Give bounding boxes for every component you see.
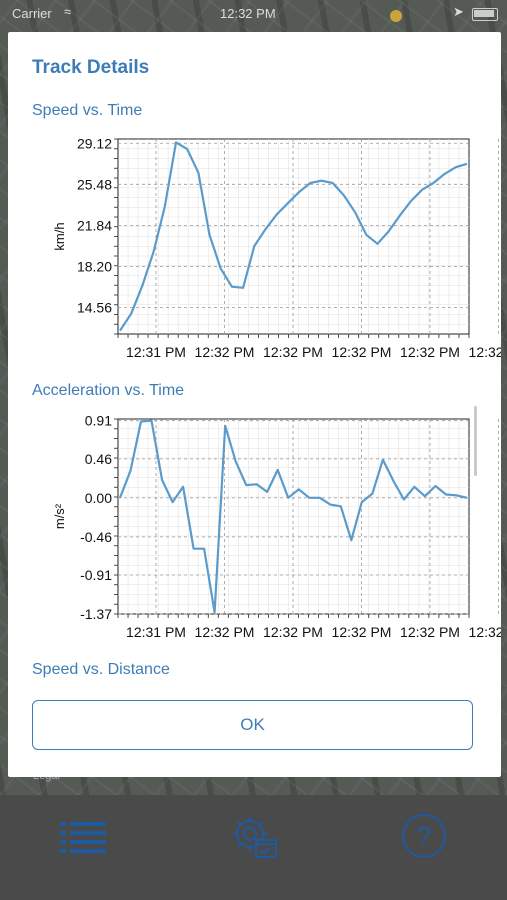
location-arrow-icon: ➤ (453, 4, 464, 19)
speed-distance-section-title: Speed vs. Distance (32, 661, 170, 678)
y-tick-label: 18.20 (77, 258, 112, 274)
list-icon[interactable] (57, 812, 111, 862)
x-tick-label: 12:32 PM (263, 624, 323, 640)
series-line (118, 419, 468, 614)
y-tick-label: 0.00 (85, 490, 112, 506)
location-dot-icon (390, 10, 402, 22)
grid (118, 419, 499, 615)
y-axis-label: km/h (52, 222, 67, 250)
x-tick-label: 12:32 PM (263, 344, 323, 360)
x-tick-label: 12:32 PM (195, 344, 255, 360)
series-line (119, 141, 468, 332)
wifi-icon: ≈ (64, 4, 72, 19)
carrier-label: Carrier (12, 6, 52, 21)
y-tick-label: 0.46 (85, 451, 112, 467)
y-tick-label: 21.84 (77, 217, 112, 233)
status-bar: Carrier ≈ 12:32 PM ➤ (0, 0, 507, 28)
acceleration-time-section-title: Acceleration vs. Time (32, 382, 185, 399)
scroll-indicator[interactable] (474, 406, 477, 476)
x-tick-label: 12:32 PM (469, 344, 501, 360)
help-icon[interactable]: ? (397, 812, 451, 862)
y-tick-label: 14.56 (77, 299, 112, 315)
speed-time-section-title: Speed vs. Time (32, 102, 143, 119)
x-tick-label: 12:32 PM (332, 624, 392, 640)
tab-bar: ? (0, 795, 507, 900)
y-tick-label: 0.91 (85, 413, 112, 429)
settings-gear-icon[interactable] (226, 812, 280, 862)
acceleration-time-chart: 0.91 0.46 0.00 -0.46 -0.91 -1.37 12:31 PM 12:32… (52, 413, 501, 640)
y-tick-label: -0.91 (80, 567, 112, 583)
y-tick-label: 25.48 (77, 176, 112, 192)
y-tick-label: 29.12 (77, 135, 112, 151)
track-details-dialog: Track Details Speed vs. Time 29.12 25.48 2… (8, 32, 501, 777)
status-time: 12:32 PM (220, 6, 276, 21)
ok-button[interactable]: OK (32, 700, 473, 750)
x-tick-label: 12:32 PM (469, 624, 501, 640)
dialog-title: Track Details (32, 57, 150, 78)
y-tick-label: -1.37 (80, 606, 112, 622)
battery-icon (472, 8, 498, 21)
y-axis-label: m/s² (52, 503, 67, 529)
x-tick-label: 12:31 PM (126, 624, 186, 640)
x-tick-label: 12:32 PM (400, 624, 460, 640)
x-tick-label: 12:31 PM (126, 344, 186, 360)
x-tick-label: 12:32 PM (332, 344, 392, 360)
x-tick-label: 12:32 PM (195, 624, 255, 640)
speed-time-chart: 29.12 25.48 21.84 18.20 14.56 12:31 PM 12:32 P… (52, 135, 501, 360)
grid (118, 139, 499, 334)
x-tick-label: 12:32 PM (400, 344, 460, 360)
svg-text:?: ? (417, 821, 431, 851)
y-tick-label: -0.46 (80, 529, 112, 545)
